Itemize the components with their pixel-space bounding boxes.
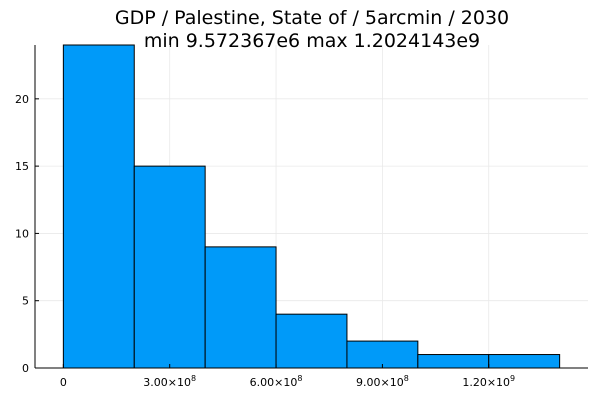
x-tick-label-exponent: 8 [297,374,302,383]
histogram-bar [275,313,348,369]
x-tick-label: 9.00×108 [356,374,409,389]
histogram-bar [346,340,419,369]
x-tick-label-base: 1.20×10 [462,376,510,389]
y-tick-label: 15 [15,160,29,173]
histogram-bar [488,354,561,369]
x-tick-label-base: 9.00×10 [356,376,404,389]
x-tick-label-base: 6.00×10 [250,376,298,389]
x-tick-label-base: 3.00×10 [143,376,191,389]
chart-subtitle: min 9.572367e6 max 1.2024143e9 [144,30,480,52]
histogram-bar [133,165,206,369]
x-tick-label: 1.20×109 [462,374,515,389]
y-tick-label: 5 [22,295,29,308]
x-tick-label-exponent: 9 [510,374,515,383]
bars [62,44,561,369]
chart-title: GDP / Palestine, State of / 5arcmin / 20… [115,7,509,29]
x-tick-label: 3.00×108 [143,374,196,389]
x-tick-label: 0 [60,376,67,389]
histogram-bar [204,246,277,369]
x-tick-label-base: 0 [60,376,67,389]
y-tick-label: 20 [15,93,29,106]
x-tick-label-exponent: 8 [404,374,409,383]
histogram-bar [417,354,490,369]
x-tick-label: 6.00×108 [250,374,303,389]
y-tick-label: 10 [15,227,29,240]
histogram-bar [62,44,135,369]
x-tick-label-exponent: 8 [191,374,196,383]
y-tick-label: 0 [22,362,29,375]
